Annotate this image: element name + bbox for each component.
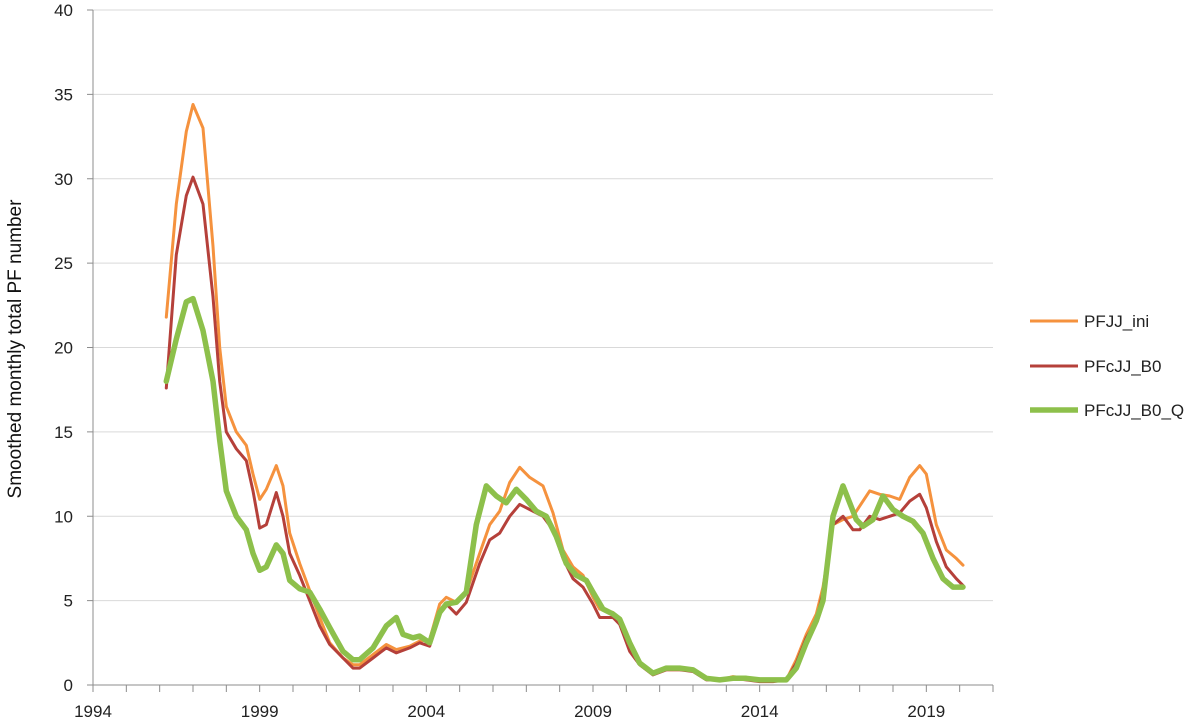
legend: PFJJ_ini PFcJJ_B0 PFcJJ_B0_Q [1030,312,1184,420]
series-line-pfcjj-b0 [164,175,965,684]
x-tick-labels: 1994 1999 2004 2009 2014 2019 [74,702,945,721]
series-lines [163,103,966,684]
series-line-pfjj-ini [164,103,965,682]
y-tick-labels: 0 5 10 15 20 25 30 35 40 [54,1,73,695]
legend-item: PFcJJ_B0 [1030,357,1161,376]
y-tick-label: 40 [54,1,73,20]
y-tick-label: 35 [54,85,73,104]
axes [87,9,994,692]
x-tick-label: 1994 [74,702,112,721]
grid [93,9,993,602]
series-line-pfcjj-b0-q [163,295,966,683]
legend-item: PFJJ_ini [1030,312,1149,331]
x-tick-label: 2014 [741,702,779,721]
x-tick-label: 1999 [241,702,279,721]
x-tick-label: 2009 [574,702,612,721]
y-tick-label: 20 [54,339,73,358]
y-tick-label: 30 [54,170,73,189]
x-tick-label: 2019 [907,702,945,721]
y-axis-title: Smoothed monthly total PF number [5,199,26,499]
legend-label: PFcJJ_B0_Q [1084,401,1184,420]
y-tick-label: 25 [54,254,73,273]
legend-item: PFcJJ_B0_Q [1030,401,1184,420]
x-tick-label: 2004 [407,702,445,721]
legend-label: PFJJ_ini [1084,312,1149,331]
y-tick-label: 0 [64,676,73,695]
y-tick-label: 10 [54,507,73,526]
y-tick-label: 15 [54,423,73,442]
legend-label: PFcJJ_B0 [1084,357,1161,376]
y-tick-label: 5 [64,592,73,611]
